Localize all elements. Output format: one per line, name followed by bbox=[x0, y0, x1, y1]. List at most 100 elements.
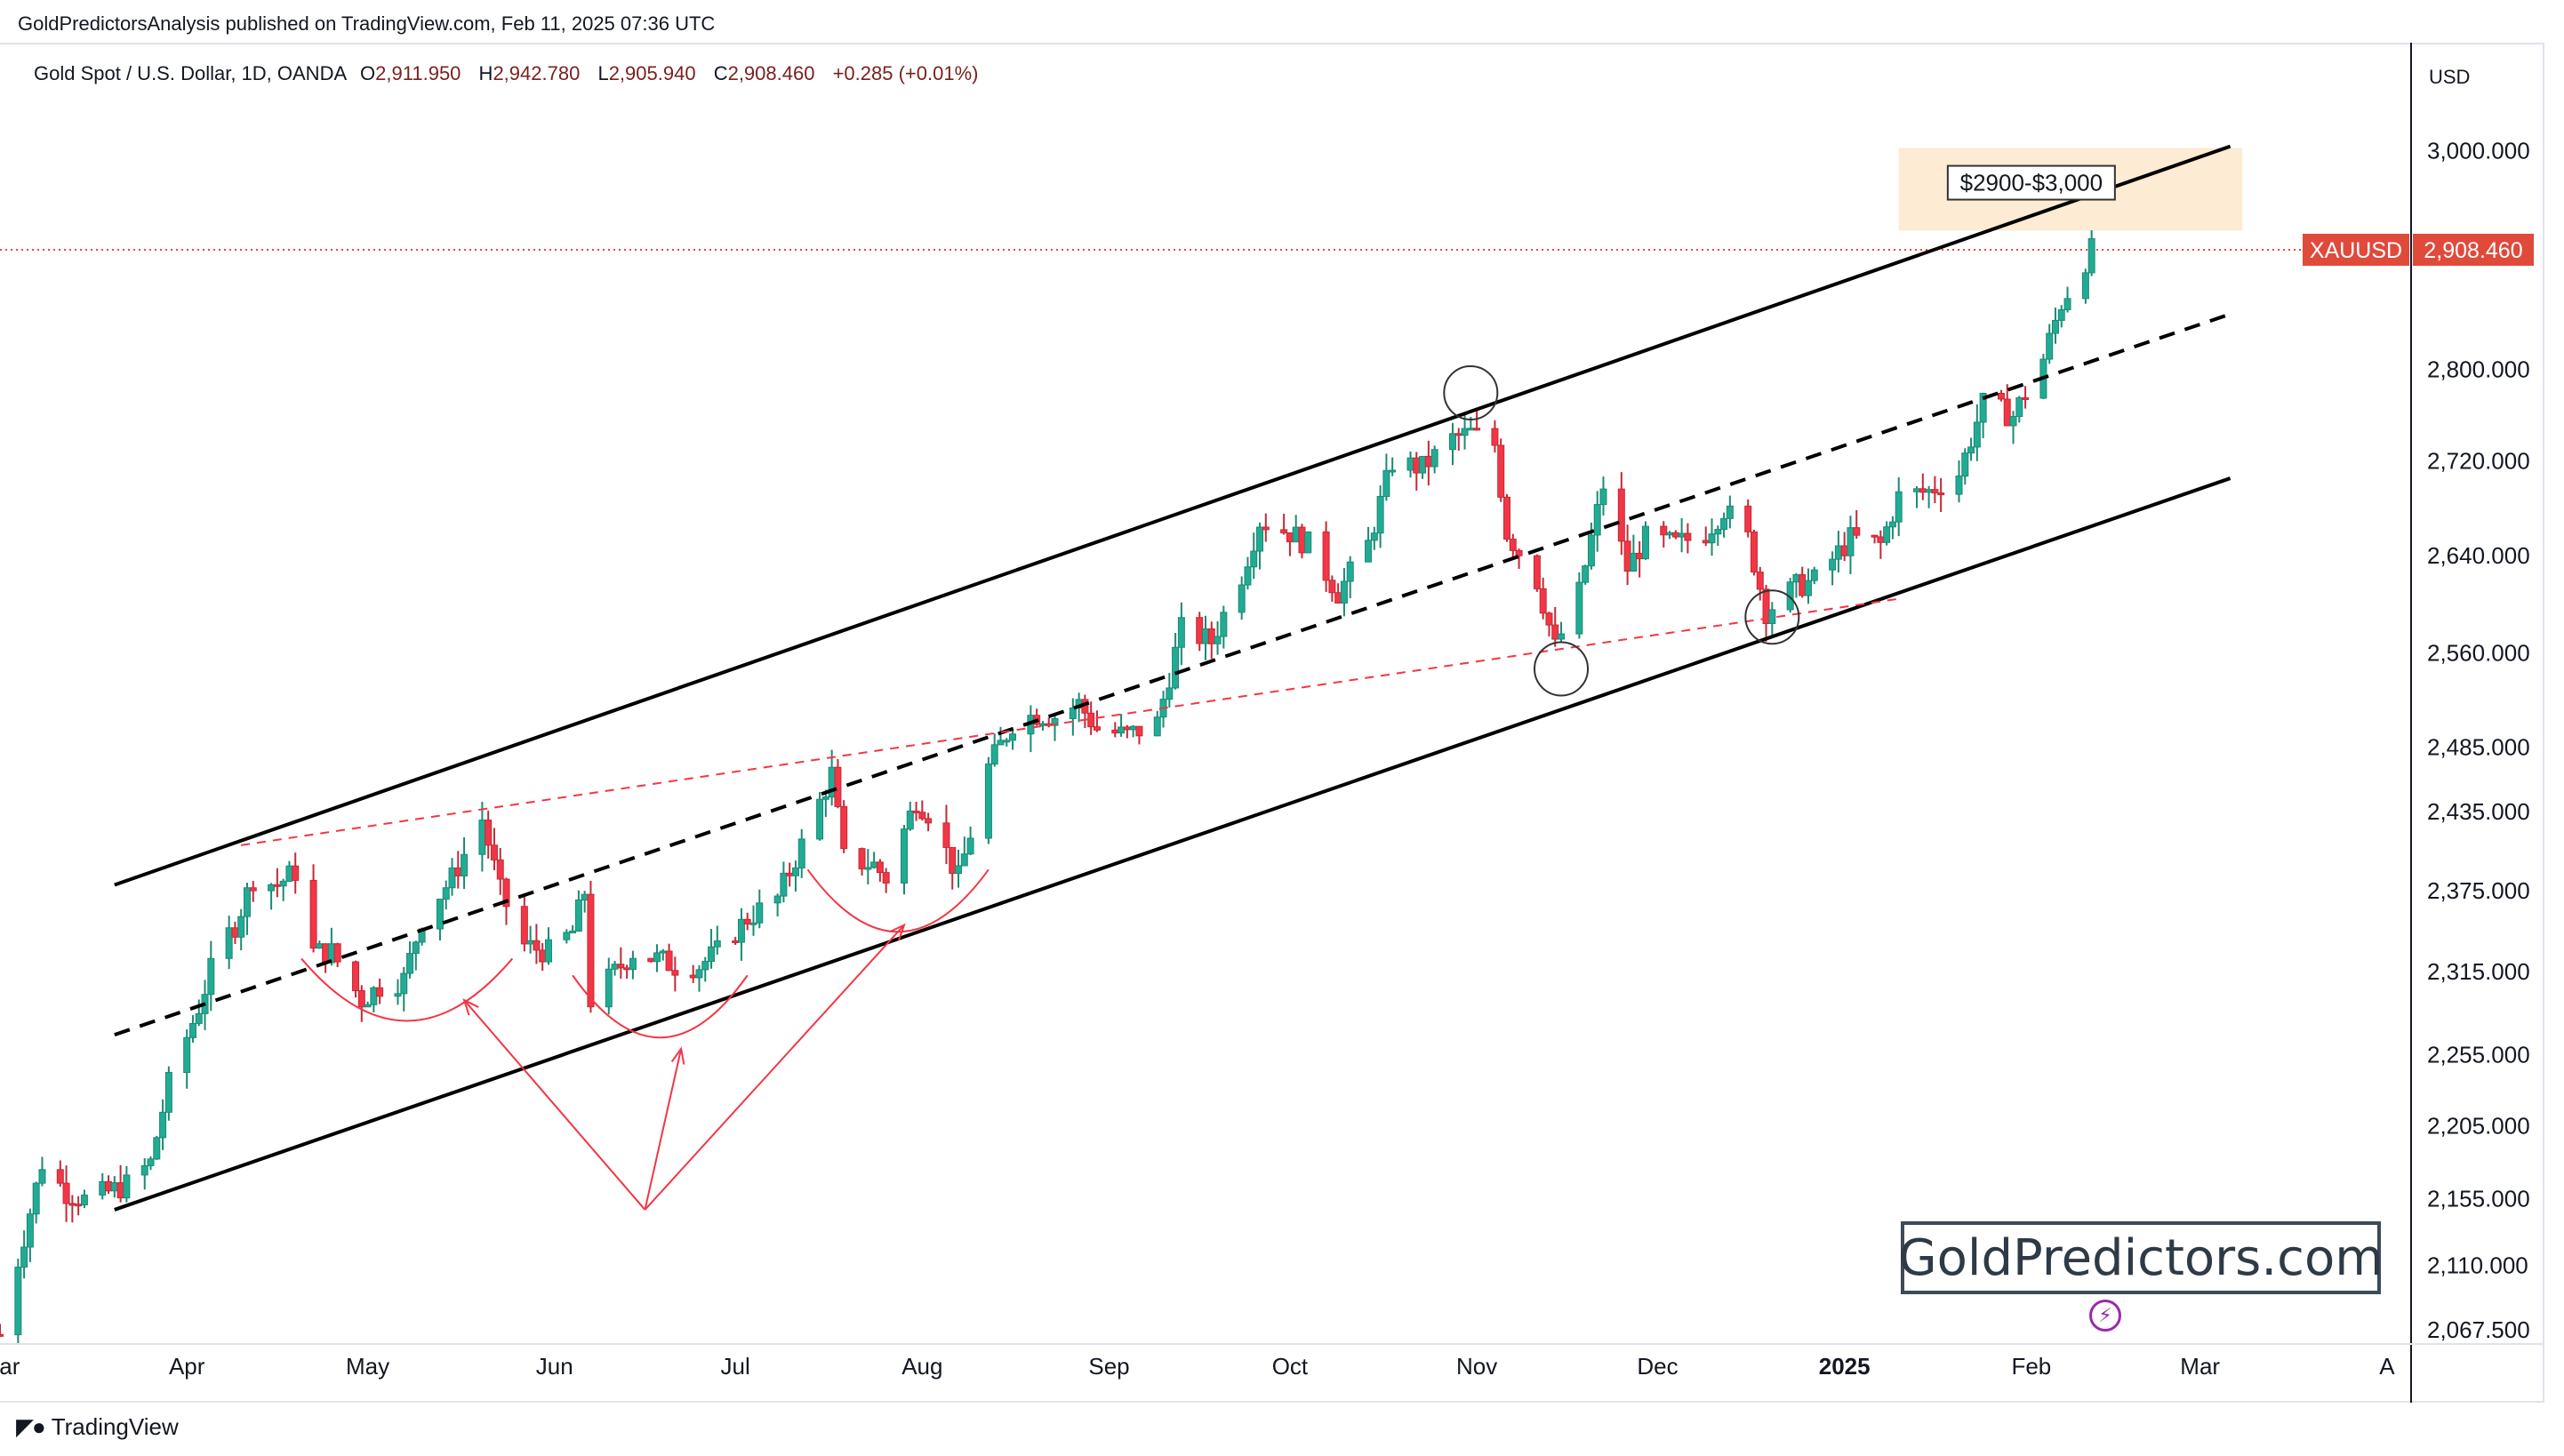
candle-up bbox=[1382, 469, 1390, 497]
candle-up bbox=[1961, 452, 1969, 477]
candle-up bbox=[1069, 707, 1077, 719]
candle-down bbox=[56, 1169, 64, 1184]
candle-down bbox=[587, 893, 595, 1008]
candle-down bbox=[309, 879, 317, 949]
candle-down bbox=[671, 970, 679, 976]
candle-down bbox=[1207, 628, 1215, 644]
tradingview-wordmark: TradingView bbox=[51, 1413, 179, 1440]
candle-down bbox=[533, 940, 541, 951]
candle-down bbox=[1636, 552, 1644, 560]
candle-down bbox=[1533, 555, 1541, 589]
x-tick-label: 2025 bbox=[1819, 1353, 1871, 1380]
candle-up bbox=[14, 1267, 22, 1336]
candle-up bbox=[478, 820, 486, 855]
candle-down bbox=[949, 846, 957, 875]
candle-up bbox=[1768, 609, 1776, 625]
candle-up bbox=[990, 744, 998, 765]
channel-line-2 bbox=[114, 312, 2231, 1036]
candle-up bbox=[364, 1004, 372, 1008]
candle-up bbox=[749, 922, 757, 925]
arrow-line-2 bbox=[644, 1048, 683, 1211]
symbol-legend[interactable]: Gold Spot / U.S. Dollar, 1D, OANDA O2,91… bbox=[34, 62, 978, 85]
candle-up bbox=[1118, 726, 1126, 734]
candle-down bbox=[1424, 455, 1432, 468]
candle-down bbox=[840, 805, 848, 850]
candle-up bbox=[1166, 687, 1174, 700]
y-tick-label: 2,067.500 bbox=[2427, 1316, 2530, 1343]
x-tick-label: Mar bbox=[0, 1353, 20, 1380]
candle-down bbox=[322, 943, 330, 964]
candle-down bbox=[75, 1204, 83, 1207]
candle-up bbox=[581, 893, 589, 900]
candle-up bbox=[659, 950, 667, 954]
candle-down bbox=[1684, 532, 1692, 541]
candle-down bbox=[1551, 624, 1559, 640]
candle-down bbox=[62, 1182, 70, 1204]
candle-down bbox=[1454, 433, 1462, 436]
candle-down bbox=[333, 943, 341, 963]
arrow-head-3 bbox=[889, 923, 906, 941]
x-tick-label: Oct bbox=[1272, 1353, 1309, 1380]
tradingview-logo[interactable]: ◤● TradingView bbox=[16, 1413, 179, 1441]
candle-down bbox=[786, 872, 794, 876]
x-tick-label: Nov bbox=[1456, 1353, 1497, 1380]
candle-down bbox=[858, 848, 866, 869]
candle-up bbox=[780, 872, 788, 897]
candle-up bbox=[756, 902, 764, 924]
candle-up bbox=[159, 1111, 167, 1139]
candle-up bbox=[2057, 308, 2065, 321]
candle-up bbox=[966, 837, 974, 855]
low-label: L bbox=[597, 62, 609, 84]
candle-up bbox=[526, 940, 534, 945]
candle-down bbox=[942, 822, 950, 848]
candle-up bbox=[237, 916, 245, 938]
candle-up bbox=[1599, 488, 1607, 506]
symbol-badge bbox=[2303, 233, 2409, 266]
support-arc-3 bbox=[806, 868, 990, 933]
x-tick-label: Mar bbox=[2180, 1353, 2220, 1380]
candle-up bbox=[442, 887, 450, 900]
candle-down bbox=[1539, 588, 1547, 614]
candle-up bbox=[1406, 457, 1414, 471]
candle-up bbox=[188, 1022, 196, 1038]
candle-up bbox=[1641, 525, 1649, 560]
candle-up bbox=[110, 1182, 118, 1192]
candle-down bbox=[1196, 617, 1204, 644]
open-value: 2,911.950 bbox=[375, 62, 461, 84]
support-arc-2 bbox=[572, 974, 749, 1039]
candle-up bbox=[1214, 636, 1222, 644]
candle-up bbox=[773, 895, 781, 904]
publisher-line: GoldPredictorsAnalysis published on Trad… bbox=[18, 12, 716, 35]
candle-down bbox=[1702, 540, 1710, 544]
candle-up bbox=[1370, 532, 1378, 541]
y-tick-label: 2,640.000 bbox=[2427, 542, 2530, 569]
candle-up bbox=[80, 1194, 88, 1205]
candle-up bbox=[1792, 574, 1800, 583]
y-tick-label: 2,560.000 bbox=[2427, 640, 2530, 667]
candle-down bbox=[539, 949, 547, 963]
candle-up bbox=[1177, 617, 1185, 648]
brand-watermark: GoldPredictors.com bbox=[1898, 1221, 2384, 1294]
candle-up bbox=[1244, 566, 1252, 586]
highlight-circle-1 bbox=[1443, 364, 1499, 420]
candle-up bbox=[695, 969, 703, 979]
candle-up bbox=[394, 993, 402, 997]
candle-up bbox=[1238, 584, 1246, 613]
candle-up bbox=[1593, 504, 1601, 536]
candle-up bbox=[2063, 298, 2071, 310]
candle-down bbox=[1111, 729, 1119, 734]
candle-up bbox=[316, 943, 324, 949]
high-label: H bbox=[478, 62, 493, 84]
currency-label[interactable]: USD bbox=[2429, 66, 2471, 88]
candle-up bbox=[1720, 517, 1728, 531]
candle-up bbox=[1973, 421, 1981, 448]
arrow-line-3 bbox=[644, 924, 905, 1211]
candle-up bbox=[574, 899, 582, 932]
candle-up bbox=[797, 838, 805, 868]
candle-up bbox=[1346, 561, 1354, 582]
flash-icon[interactable]: ⚡ bbox=[2089, 1300, 2121, 1332]
candle-down bbox=[376, 987, 384, 997]
candle-up bbox=[147, 1158, 155, 1166]
y-tick-label: 3,000.000 bbox=[2427, 138, 2530, 164]
